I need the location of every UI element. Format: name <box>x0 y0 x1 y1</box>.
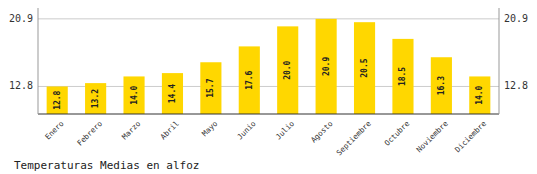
bar <box>469 76 490 114</box>
data-label: 14.0 <box>130 85 139 104</box>
data-label: 17.6 <box>245 70 254 89</box>
y-tick-label: 12.8 <box>9 80 33 91</box>
bar <box>277 26 298 114</box>
data-label: 20.0 <box>283 60 292 79</box>
data-label: 12.8 <box>53 90 62 109</box>
chart: 12.8 20.9 12.8 20.9 12.8 13.2 14.0 14.4 15.7 17.6… <box>0 0 537 174</box>
y-axis-line <box>38 8 39 114</box>
data-label: 14.0 <box>475 85 484 104</box>
x-tick-label: Enero <box>43 119 66 142</box>
x-tick-label: Diciembre <box>453 119 488 154</box>
x-tick-label: Junio <box>235 119 258 142</box>
x-tick-label: Marzo <box>120 119 143 142</box>
y2-axis-line <box>499 8 500 114</box>
bar <box>200 62 221 114</box>
data-label: 18.5 <box>398 67 407 86</box>
x-tick-label: Octubre <box>383 119 412 148</box>
x-axis-line <box>38 113 499 114</box>
bar <box>47 86 68 114</box>
title: Temperaturas Medias en alfoz <box>14 159 199 172</box>
x-tick-label: Abril <box>158 119 180 141</box>
y2-tick-label: 12.8 <box>504 80 528 91</box>
x-tick-label: Febrero <box>75 119 104 148</box>
bar <box>162 73 183 114</box>
chart-container: 12.8 20.9 12.8 20.9 12.8 13.2 14.0 14.4 15.7 17.6… <box>0 0 537 174</box>
x-tick-label: Noviembre <box>415 119 450 154</box>
bar <box>239 46 260 114</box>
data-label: 16.3 <box>437 76 446 95</box>
data-label: 14.4 <box>168 84 177 103</box>
bar <box>392 39 413 114</box>
data-label: 15.7 <box>206 78 215 97</box>
data-label: 20.9 <box>322 57 331 76</box>
x-tick-label: Agosto <box>309 119 335 145</box>
bar <box>123 76 144 114</box>
bars <box>47 19 491 114</box>
x-tick-label: Septiembre <box>335 119 374 158</box>
bar <box>431 57 452 114</box>
bar <box>85 83 106 114</box>
grid-line <box>38 86 499 87</box>
data-label: 20.5 <box>360 58 369 77</box>
grid-line <box>38 18 499 19</box>
data-label: 13.2 <box>91 89 100 108</box>
bar <box>316 19 337 114</box>
y2-tick-label: 20.9 <box>504 13 528 24</box>
x-tick-label: Julio <box>274 119 297 142</box>
bar <box>354 22 375 114</box>
x-tick-label: Mayo <box>200 119 219 138</box>
y-tick-label: 20.9 <box>9 13 33 24</box>
